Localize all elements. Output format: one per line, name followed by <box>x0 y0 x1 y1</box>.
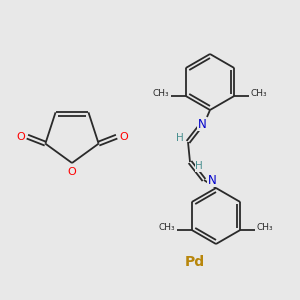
Text: CH₃: CH₃ <box>251 89 268 98</box>
Text: Pd: Pd <box>185 255 205 269</box>
Text: N: N <box>208 173 216 187</box>
Text: O: O <box>68 167 76 177</box>
Text: O: O <box>16 132 25 142</box>
Text: H: H <box>176 133 184 143</box>
Text: CH₃: CH₃ <box>152 89 169 98</box>
Text: CH₃: CH₃ <box>257 224 274 232</box>
Text: CH₃: CH₃ <box>158 224 175 232</box>
Text: O: O <box>119 132 128 142</box>
Text: H: H <box>195 161 203 171</box>
Text: N: N <box>198 118 206 130</box>
